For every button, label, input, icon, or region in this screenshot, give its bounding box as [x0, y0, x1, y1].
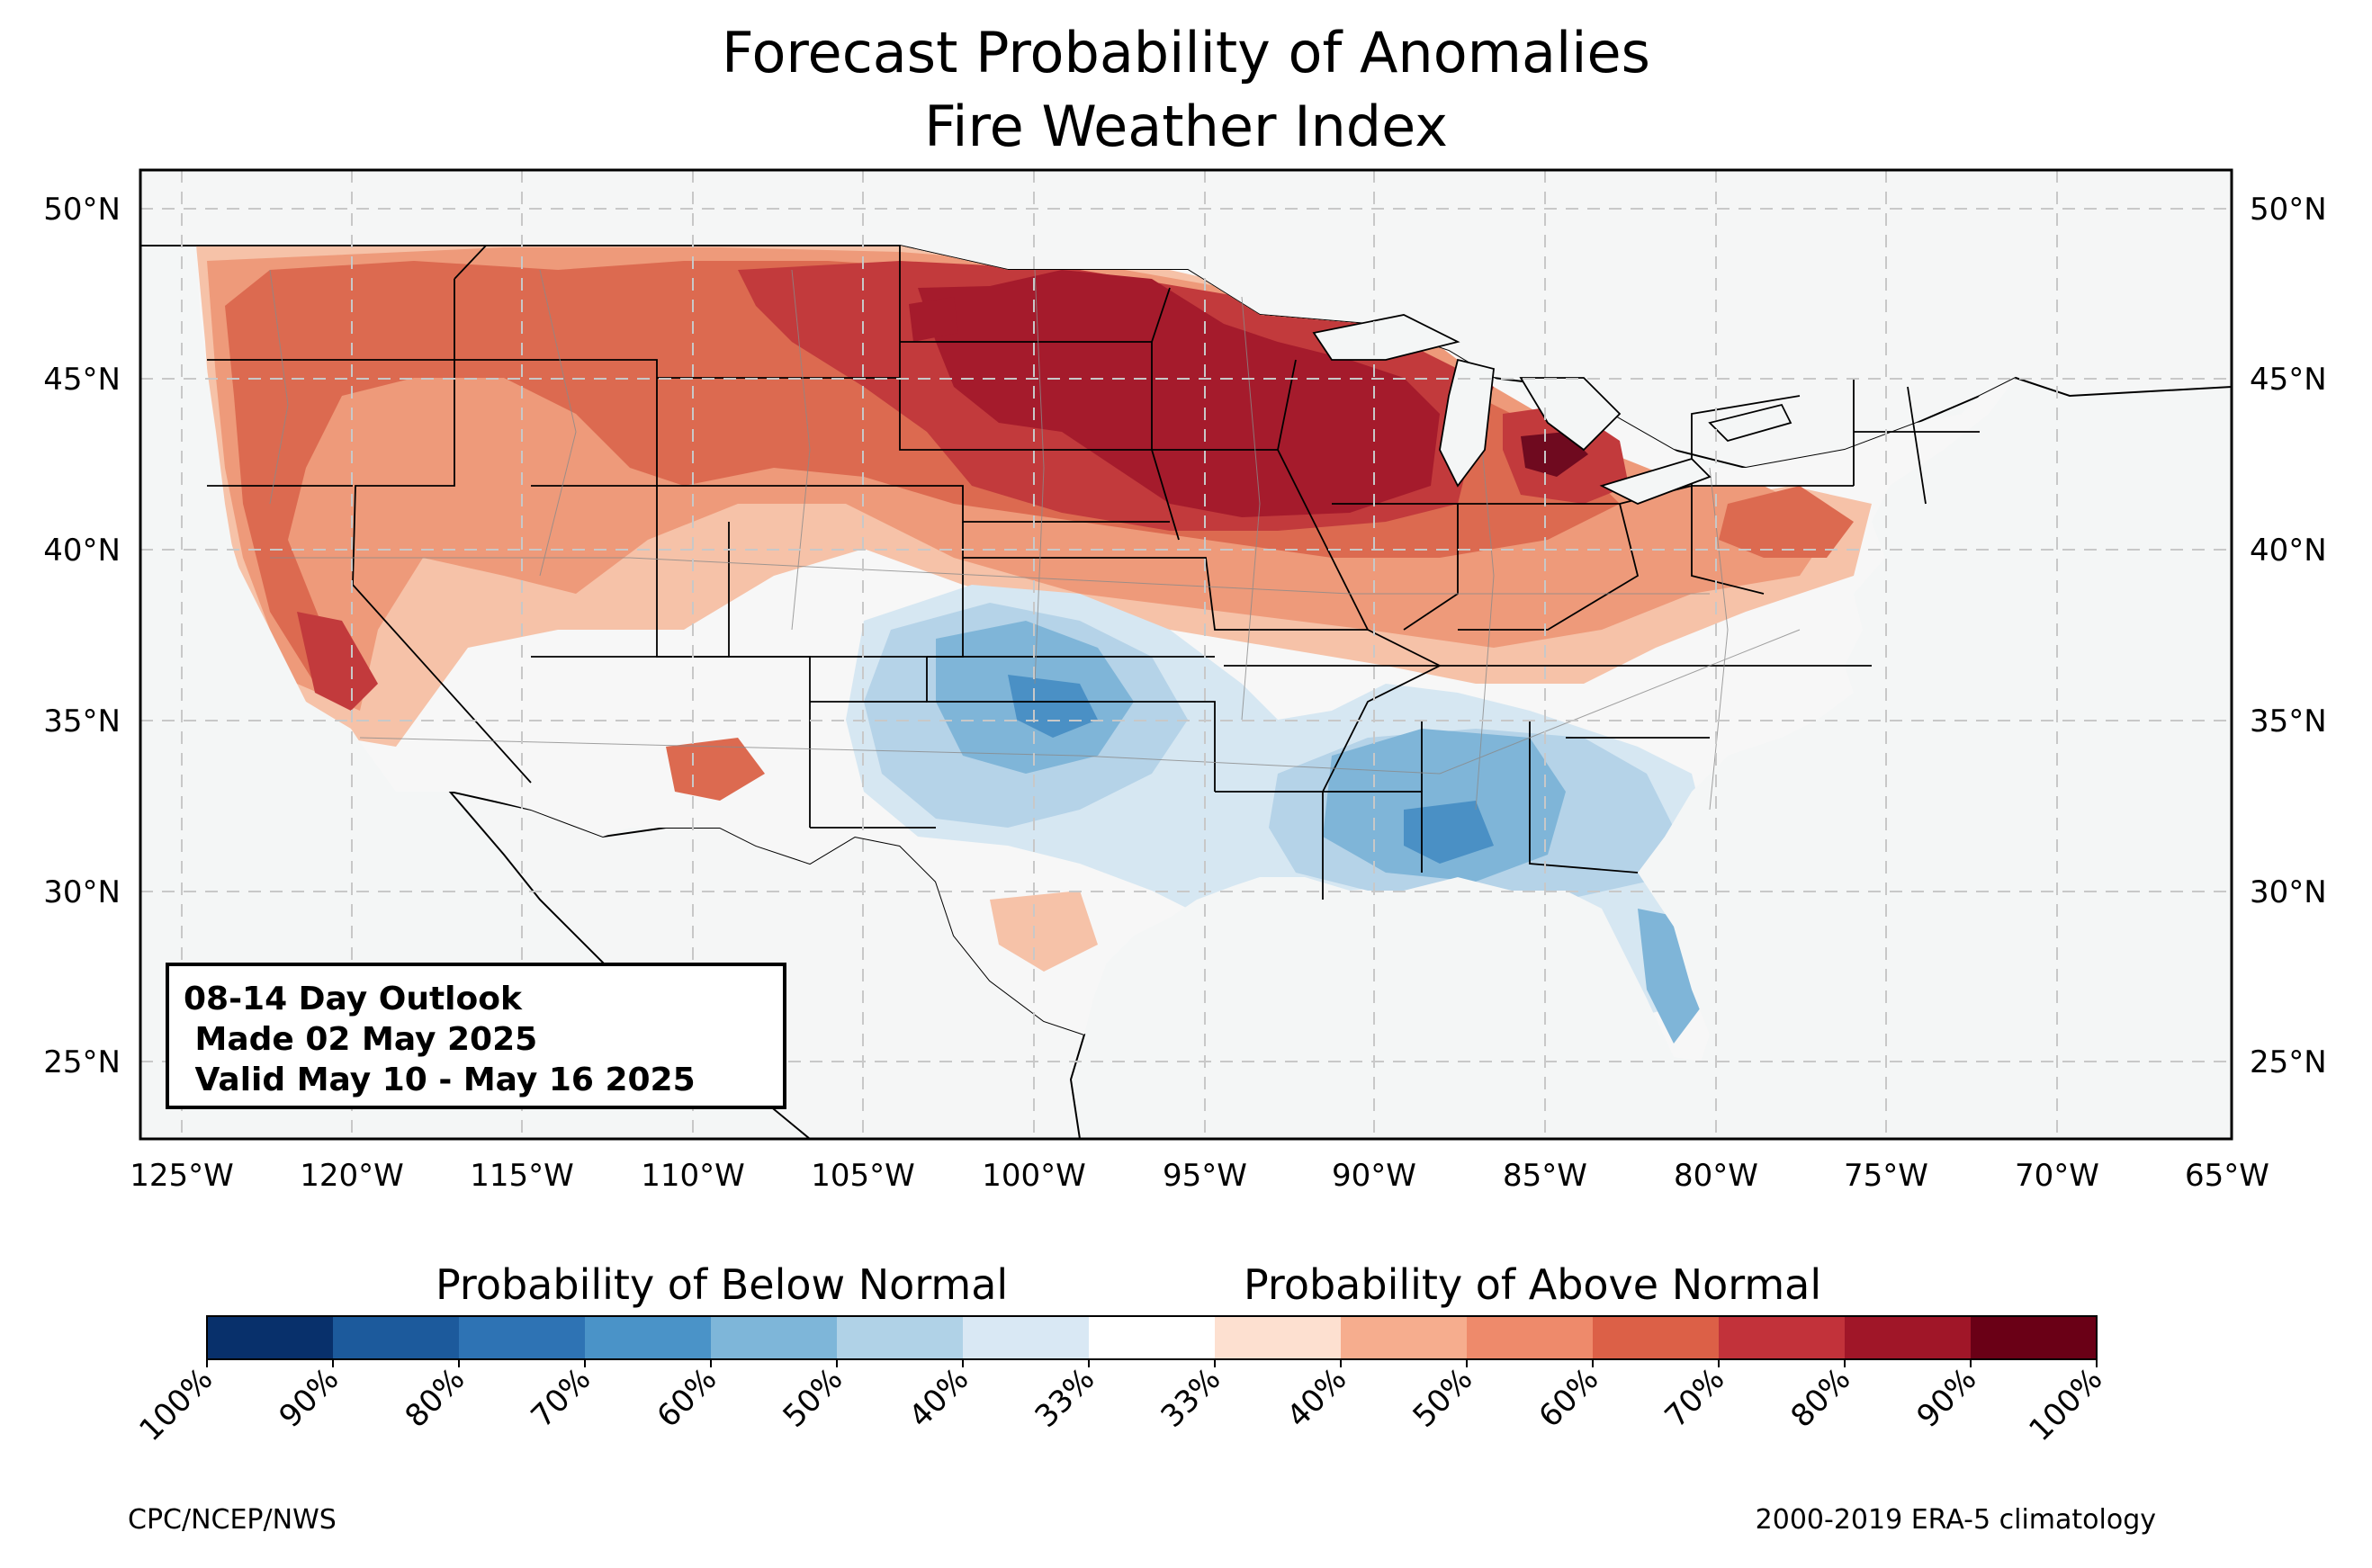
source-credit: CPC/NCEP/NWS — [128, 1504, 337, 1536]
lon-label-110w: 110°W — [641, 1158, 745, 1194]
lon-label-85w: 85°W — [1503, 1158, 1587, 1194]
colorbar-ticks — [206, 1359, 2098, 1367]
colorbar-swatch — [1845, 1316, 1972, 1359]
colorbar: 100% 90% 80% 70% 60% 50% 40% 33% 33% 40%… — [132, 1315, 2109, 1448]
lat-label-50n-left: 50°N — [43, 192, 121, 228]
colorbar-label: 100% — [2022, 1361, 2109, 1448]
above-80-region — [918, 270, 1440, 517]
legend-below-title: Probability of Below Normal — [436, 1260, 1009, 1309]
colorbar-swatch — [711, 1316, 838, 1359]
lat-label-40n-left: 40°N — [43, 533, 121, 569]
lat-label-25n-right: 25°N — [2250, 1044, 2327, 1080]
colorbar-label: 33% — [1155, 1361, 1228, 1435]
colorbar-swatch — [1467, 1316, 1594, 1359]
below-70-plains — [1008, 675, 1098, 738]
colorbar-label: 90% — [1910, 1361, 1984, 1435]
lat-label-35n-right: 35°N — [2250, 703, 2327, 739]
above-90-michigan — [1521, 432, 1588, 477]
colorbar-label: 90% — [273, 1361, 346, 1435]
colorbar-label: 33% — [1029, 1361, 1102, 1435]
colorbar-labels: 100% 90% 80% 70% 60% 50% 40% 33% 33% 40%… — [132, 1361, 2109, 1448]
colorbar-swatch — [333, 1316, 460, 1359]
colorbar-label: 50% — [777, 1361, 850, 1435]
colorbar-label: 80% — [399, 1361, 472, 1435]
above-70-california — [297, 612, 378, 711]
colorbar-swatch — [1593, 1316, 1720, 1359]
colorbar-swatch — [459, 1316, 586, 1359]
lon-label-95w: 95°W — [1163, 1158, 1247, 1194]
state-boundaries — [196, 245, 1980, 900]
colorbar-label: 60% — [651, 1361, 724, 1435]
lon-label-65w: 65°W — [2185, 1158, 2269, 1194]
lon-label-75w: 75°W — [1844, 1158, 1928, 1194]
lat-label-45n-left: 45°N — [43, 362, 121, 398]
lat-label-30n-right: 30°N — [2250, 874, 2327, 910]
colorbar-label: 100% — [132, 1361, 220, 1448]
colorbar-swatch — [1719, 1316, 1846, 1359]
colorbar-label: 60% — [1532, 1361, 1606, 1435]
outlook-period: 08-14 Day Outlook — [184, 981, 522, 1017]
colorbar-swatch — [1341, 1316, 1468, 1359]
colorbar-swatch — [963, 1316, 1090, 1359]
lat-label-35n-left: 35°N — [43, 703, 121, 739]
lon-label-125w: 125°W — [130, 1158, 234, 1194]
lat-label-40n-right: 40°N — [2250, 533, 2327, 569]
climatology-note: 2000-2019 ERA-5 climatology — [1755, 1504, 2156, 1536]
above-40-texas — [990, 891, 1098, 972]
colorbar-swatch — [837, 1316, 964, 1359]
outlook-made-date: Made 02 May 2025 — [184, 1021, 538, 1058]
lat-label-30n-left: 30°N — [43, 874, 121, 910]
lat-label-45n-right: 45°N — [2250, 362, 2327, 398]
above-80-small — [909, 297, 958, 342]
lon-label-80w: 80°W — [1674, 1158, 1758, 1194]
above-60-newmexico — [666, 738, 765, 801]
colorbar-swatch — [1089, 1316, 1216, 1359]
legend-above-title: Probability of Above Normal — [1244, 1260, 1822, 1309]
colorbar-swatch — [1215, 1316, 1342, 1359]
lon-labels: 125°W 120°W 115°W 110°W 105°W 100°W 95°W… — [130, 1158, 2269, 1194]
colorbar-label: 80% — [1784, 1361, 1858, 1435]
lat-labels-left: 50°N 45°N 40°N 35°N 30°N 25°N — [43, 192, 121, 1080]
lon-label-100w: 100°W — [982, 1158, 1086, 1194]
lat-label-25n-left: 25°N — [43, 1044, 121, 1080]
colorbar-label: 70% — [1658, 1361, 1732, 1435]
map-title-line2: Fire Weather Index — [924, 94, 1448, 159]
lon-label-105w: 105°W — [811, 1158, 915, 1194]
lon-label-90w: 90°W — [1332, 1158, 1416, 1194]
lat-label-50n-right: 50°N — [2250, 192, 2327, 228]
colorbar-label: 50% — [1406, 1361, 1480, 1435]
lat-labels-right: 50°N 45°N 40°N 35°N 30°N 25°N — [2250, 192, 2327, 1080]
lon-label-120w: 120°W — [300, 1158, 404, 1194]
map-frame — [139, 168, 2233, 1141]
lon-label-115w: 115°W — [470, 1158, 574, 1194]
above-60-penn — [1719, 486, 1854, 558]
lon-label-70w: 70°W — [2015, 1158, 2099, 1194]
map-title-line1: Forecast Probability of Anomalies — [722, 20, 1650, 85]
outlook-info-box: 08-14 Day Outlook Made 02 May 2025 Valid… — [166, 963, 786, 1109]
outlook-valid-range: Valid May 10 - May 16 2025 — [184, 1062, 696, 1098]
colorbar-label: 40% — [1280, 1361, 1354, 1435]
colorbar-label: 70% — [525, 1361, 598, 1435]
colorbar-swatch — [207, 1316, 334, 1359]
colorbar-border — [206, 1315, 2098, 1360]
colorbar-swatch — [1971, 1316, 2098, 1359]
colorbar-swatch — [585, 1316, 712, 1359]
colorbar-label: 40% — [903, 1361, 976, 1435]
below-70-southeast — [1404, 801, 1494, 864]
